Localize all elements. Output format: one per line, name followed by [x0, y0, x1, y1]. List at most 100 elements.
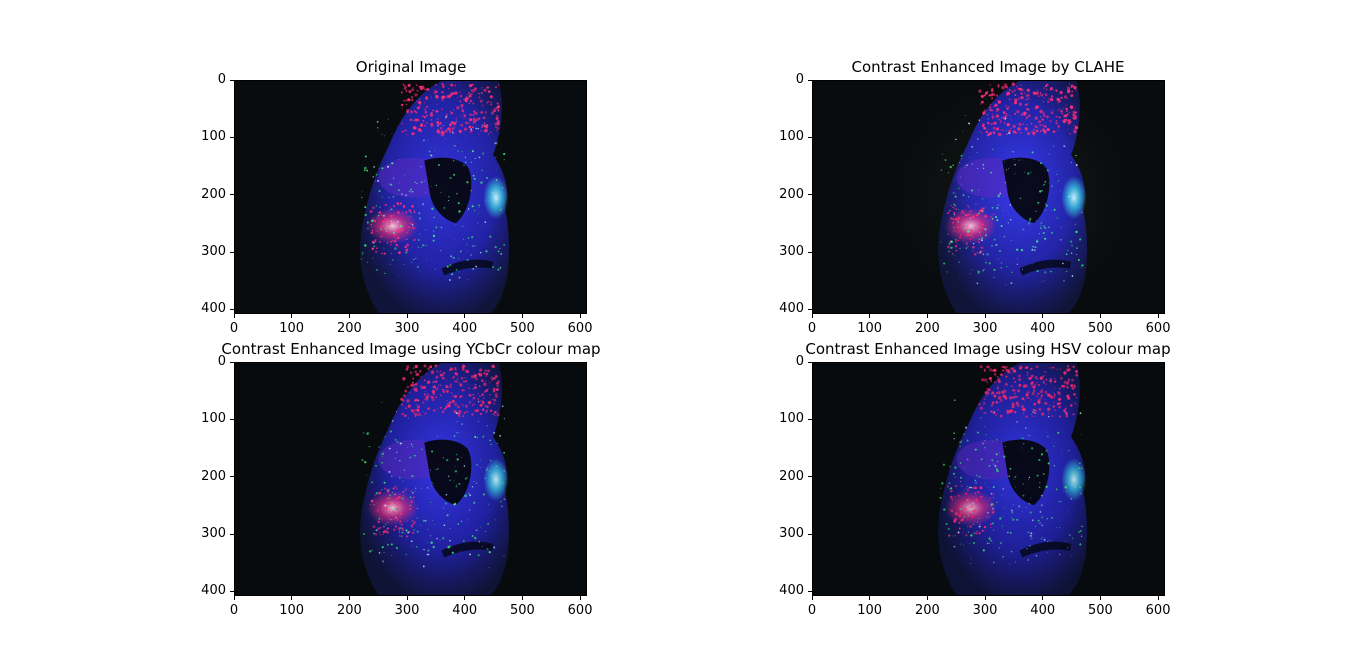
- y-tick-mark: [808, 361, 812, 363]
- eye-socket: [1002, 157, 1050, 224]
- x-tick-mark: [1042, 314, 1044, 318]
- y-tick-label: 300: [201, 526, 226, 542]
- x-tick-mark: [233, 314, 235, 318]
- x-tick-label: 200: [914, 321, 940, 336]
- y-tick-mark: [808, 308, 812, 310]
- y-tick-mark: [808, 590, 812, 592]
- x-tick-label: 200: [914, 603, 940, 618]
- image-axes: [812, 362, 1165, 596]
- y-tick-label: 100: [779, 411, 804, 427]
- y-tick-label: 400: [779, 301, 804, 317]
- x-tick-label: 400: [452, 603, 478, 618]
- pink-speckles: [369, 83, 500, 255]
- x-tick-mark: [406, 314, 408, 318]
- pink-speckles: [369, 364, 500, 538]
- x-tick-mark: [521, 596, 523, 600]
- x-tick-mark: [464, 596, 466, 600]
- white-speckles: [952, 115, 1081, 286]
- green-speckles: [360, 150, 506, 276]
- nose-highlight: [1061, 457, 1087, 502]
- y-tick-label: 100: [201, 129, 226, 145]
- subplot-title: Contrast Enhanced Image using HSV colour…: [805, 340, 1171, 358]
- y-tick-label: 400: [779, 583, 804, 599]
- x-tick-label: 0: [229, 321, 239, 336]
- white-speckles: [372, 115, 504, 281]
- x-tick-label: 0: [807, 321, 817, 336]
- y-tick-mark: [230, 194, 234, 196]
- nose-highlight: [483, 457, 509, 502]
- y-tick-mark: [230, 361, 234, 363]
- y-tick-label: 200: [779, 186, 804, 202]
- x-tick-mark: [1157, 314, 1159, 318]
- y-tick-label: 0: [217, 72, 226, 87]
- x-tick-label: 200: [336, 321, 362, 336]
- subplot-title: Contrast Enhanced Image using YCbCr colo…: [221, 340, 601, 358]
- x-tick-mark: [406, 596, 408, 600]
- x-tick-label: 600: [567, 321, 593, 336]
- x-tick-label: 300: [972, 321, 998, 336]
- y-tick-mark: [230, 251, 234, 253]
- image-clahe: [813, 81, 1164, 313]
- green-speckles: [939, 431, 1083, 556]
- cheek-glow: [366, 207, 419, 245]
- y-tick-mark: [808, 418, 812, 420]
- x-tick-mark: [1099, 314, 1101, 318]
- y-tick-mark: [808, 194, 812, 196]
- x-tick-label: 100: [857, 603, 883, 618]
- y-tick-label: 300: [779, 526, 804, 542]
- x-tick-label: 100: [279, 321, 305, 336]
- image-axes: [812, 80, 1165, 314]
- image-hsv: [813, 363, 1164, 595]
- pink-speckles: [947, 82, 1079, 256]
- x-tick-mark: [348, 596, 350, 600]
- x-tick-mark: [1099, 596, 1101, 600]
- y-tick-label: 300: [779, 244, 804, 260]
- x-tick-label: 500: [1087, 321, 1113, 336]
- x-tick-mark: [521, 314, 523, 318]
- x-tick-label: 500: [1087, 603, 1113, 618]
- x-tick-mark: [984, 314, 986, 318]
- cheek-glow: [366, 489, 419, 527]
- y-tick-mark: [230, 590, 234, 592]
- x-tick-mark: [869, 596, 871, 600]
- x-tick-label: 200: [336, 603, 362, 618]
- x-tick-label: 500: [509, 603, 535, 618]
- x-tick-label: 0: [229, 603, 239, 618]
- x-tick-mark: [579, 314, 581, 318]
- y-tick-mark: [230, 79, 234, 81]
- eye-socket: [424, 157, 472, 224]
- image-ycbcr: [235, 363, 586, 595]
- x-tick-label: 0: [807, 603, 817, 618]
- pink-speckles: [947, 365, 1079, 537]
- x-tick-mark: [926, 596, 928, 600]
- x-tick-mark: [811, 314, 813, 318]
- tone-overlay: [813, 363, 1164, 595]
- subplot-title: Original Image: [355, 58, 467, 76]
- y-tick-label: 400: [201, 583, 226, 599]
- x-tick-label: 500: [509, 321, 535, 336]
- x-tick-mark: [926, 314, 928, 318]
- x-tick-mark: [291, 314, 293, 318]
- y-tick-mark: [808, 476, 812, 478]
- x-tick-label: 400: [452, 321, 478, 336]
- x-tick-label: 600: [1145, 603, 1171, 618]
- x-tick-label: 600: [567, 603, 593, 618]
- white-speckles: [373, 398, 506, 568]
- x-tick-label: 300: [394, 603, 420, 618]
- x-tick-mark: [869, 314, 871, 318]
- x-tick-mark: [579, 596, 581, 600]
- y-tick-label: 200: [201, 468, 226, 484]
- image-axes: [234, 80, 587, 314]
- y-tick-mark: [808, 136, 812, 138]
- mouth-line: [1019, 541, 1072, 558]
- y-tick-label: 100: [201, 411, 226, 427]
- x-tick-label: 100: [857, 321, 883, 336]
- x-tick-mark: [291, 596, 293, 600]
- y-tick-label: 0: [217, 354, 226, 369]
- y-tick-mark: [230, 136, 234, 138]
- x-tick-mark: [464, 314, 466, 318]
- y-tick-label: 200: [779, 468, 804, 484]
- image-axes: [234, 362, 587, 596]
- white-speckles: [953, 399, 1083, 565]
